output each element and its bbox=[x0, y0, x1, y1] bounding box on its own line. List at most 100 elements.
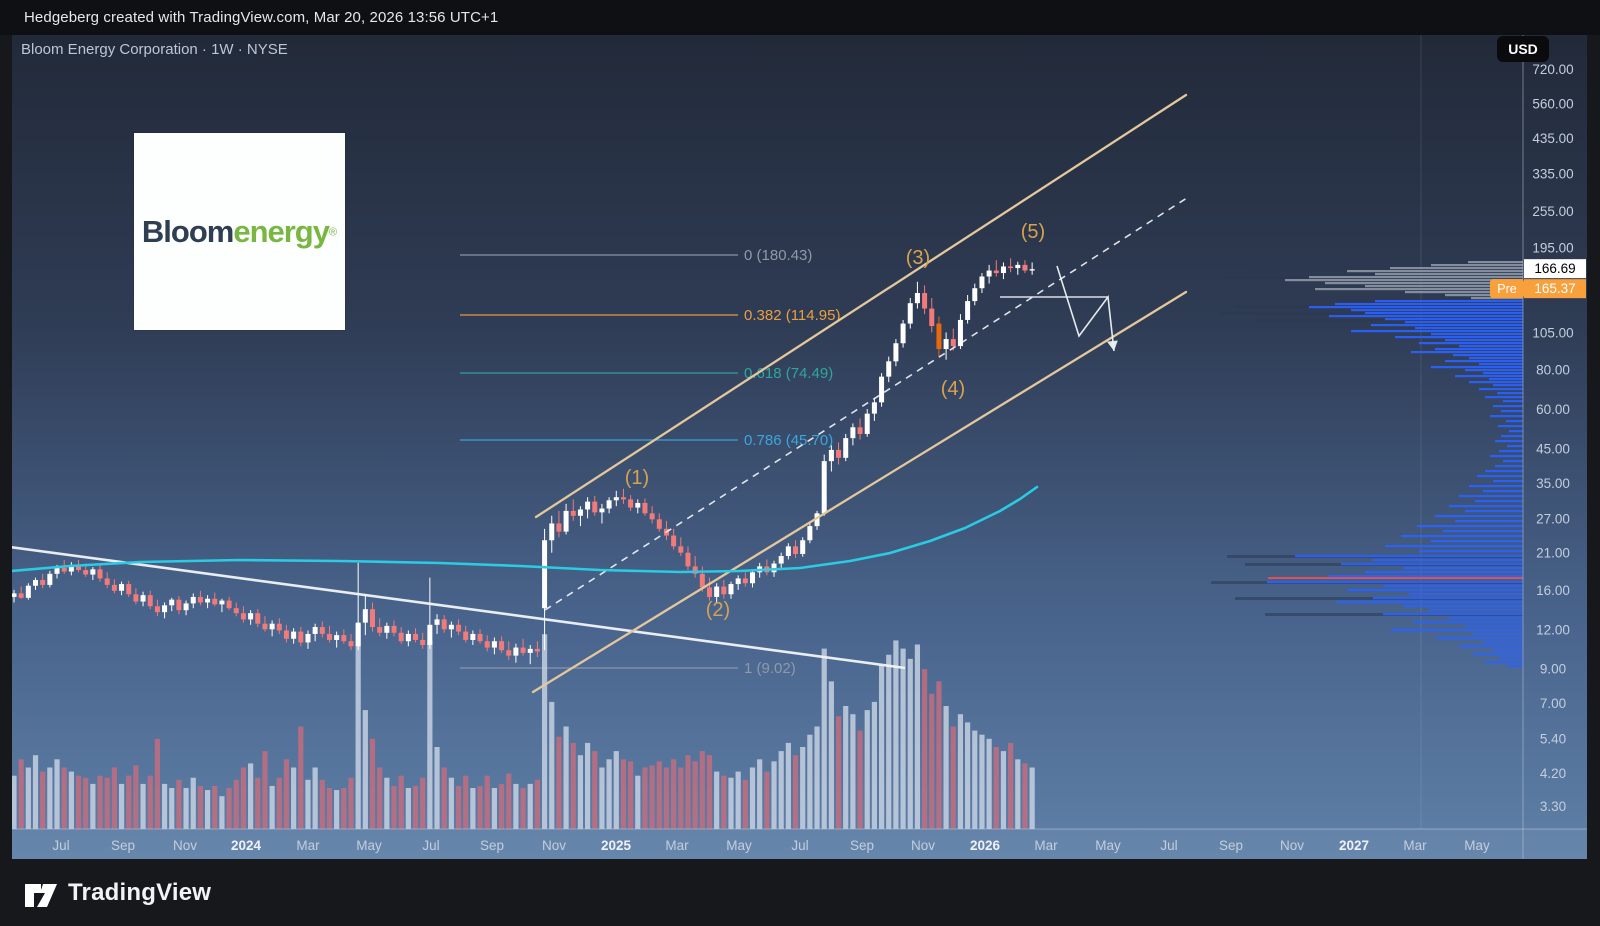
volume-profile-dim-row bbox=[1257, 319, 1523, 322]
candle-body bbox=[420, 639, 426, 645]
time-tick-label[interactable]: Jul bbox=[52, 838, 69, 853]
channel-lower-line[interactable] bbox=[531, 290, 1188, 694]
volume-bar bbox=[455, 785, 462, 829]
volume-bar bbox=[154, 738, 160, 829]
candle-body bbox=[965, 301, 971, 320]
price-tick-label[interactable]: 195.00 bbox=[1532, 241, 1573, 256]
symbol-title: Bloom Energy Corporation · 1W · NYSE bbox=[21, 41, 288, 58]
time-tick-label[interactable]: May bbox=[1095, 838, 1121, 853]
price-tick-label[interactable]: 4.20 bbox=[1540, 766, 1566, 781]
candle-body bbox=[355, 622, 361, 647]
price-tick-label[interactable]: 80.00 bbox=[1536, 363, 1570, 378]
price-tick-label[interactable]: 105.00 bbox=[1532, 325, 1573, 340]
volume-bar bbox=[111, 767, 117, 829]
candle-body bbox=[405, 633, 411, 642]
time-tick-label[interactable]: Sep bbox=[111, 838, 135, 853]
volume-bar bbox=[12, 775, 17, 829]
price-tick-label[interactable]: 560.00 bbox=[1532, 96, 1573, 111]
candle-body bbox=[183, 603, 189, 611]
volume-profile-blue-row bbox=[1495, 440, 1523, 443]
candle-body bbox=[685, 552, 691, 567]
price-tick-label[interactable]: 335.00 bbox=[1532, 167, 1573, 182]
candle-body bbox=[656, 519, 662, 529]
volume-bar bbox=[878, 665, 885, 829]
price-tick-label[interactable]: 60.00 bbox=[1536, 402, 1570, 417]
time-tick-label[interactable]: Nov bbox=[173, 838, 197, 853]
volume-bar bbox=[1022, 763, 1028, 829]
volume-bar bbox=[577, 755, 584, 829]
volume-profile-gray-row bbox=[1431, 264, 1523, 267]
time-tick-label[interactable]: Nov bbox=[911, 838, 935, 853]
downtrend-line[interactable] bbox=[0, 545, 906, 670]
time-tick-label[interactable]: 2027 bbox=[1339, 838, 1369, 853]
candle-body bbox=[25, 585, 31, 598]
time-tick-label[interactable]: Sep bbox=[1219, 838, 1243, 853]
time-tick-label[interactable]: May bbox=[1464, 838, 1490, 853]
currency-toggle-button[interactable]: USD bbox=[1497, 36, 1549, 62]
price-tick-label[interactable]: 45.00 bbox=[1536, 441, 1570, 456]
volume-bar bbox=[498, 783, 505, 829]
volume-bar bbox=[541, 634, 548, 829]
time-tick-label[interactable]: Nov bbox=[542, 838, 566, 853]
time-tick-label[interactable]: May bbox=[356, 838, 382, 853]
price-tick-label[interactable]: 255.00 bbox=[1532, 204, 1573, 219]
time-tick-label[interactable]: Sep bbox=[850, 838, 874, 853]
time-tick-label[interactable]: Nov bbox=[1280, 838, 1304, 853]
candle-body bbox=[986, 270, 992, 277]
volume-profile-blue-row bbox=[1351, 330, 1523, 333]
time-tick-label[interactable]: Mar bbox=[1034, 838, 1058, 853]
candle-body bbox=[111, 584, 117, 591]
price-tick-label[interactable]: 9.00 bbox=[1540, 662, 1566, 677]
volume-bar bbox=[585, 742, 591, 829]
volume-profile-blue-row bbox=[1409, 593, 1523, 596]
channel-upper-line[interactable] bbox=[534, 93, 1188, 519]
price-tick-label[interactable]: 7.00 bbox=[1540, 696, 1566, 711]
candle-body bbox=[190, 596, 196, 604]
volume-bar bbox=[778, 751, 784, 829]
volume-profile-blue-row bbox=[1327, 575, 1523, 578]
pre-market-price-value: 165.37 bbox=[1534, 281, 1575, 296]
volume-bar bbox=[534, 779, 541, 829]
price-tick-label[interactable]: 16.00 bbox=[1536, 583, 1570, 598]
volume-profile-blue-row bbox=[1295, 555, 1523, 558]
volume-profile-gray-row bbox=[1445, 294, 1523, 297]
candle-body bbox=[828, 449, 834, 462]
time-tick-label[interactable]: Jul bbox=[422, 838, 439, 853]
price-tick-label[interactable]: 27.00 bbox=[1536, 511, 1570, 526]
price-tick-label[interactable]: 21.00 bbox=[1536, 546, 1570, 561]
candle-body bbox=[750, 572, 756, 584]
time-tick-label[interactable]: Mar bbox=[1403, 838, 1427, 853]
time-tick-label[interactable]: May bbox=[726, 838, 752, 853]
price-tick-label[interactable]: 3.30 bbox=[1540, 799, 1566, 814]
time-tick-label[interactable]: Jul bbox=[791, 838, 808, 853]
volume-bar bbox=[986, 738, 992, 829]
price-tick-label[interactable]: 435.00 bbox=[1532, 131, 1573, 146]
time-tick-label[interactable]: 2026 bbox=[970, 838, 1001, 853]
volume-bar bbox=[183, 788, 189, 829]
volume-bar bbox=[398, 775, 404, 829]
time-axis-strip[interactable] bbox=[12, 829, 1587, 859]
price-tick-label[interactable]: 720.00 bbox=[1532, 62, 1573, 77]
time-tick-label[interactable]: Mar bbox=[665, 838, 689, 853]
time-tick-label[interactable]: Jul bbox=[1160, 838, 1177, 853]
candle-body bbox=[276, 623, 282, 631]
time-tick-label[interactable]: Mar bbox=[296, 838, 320, 853]
time-tick-label[interactable]: Sep bbox=[480, 838, 504, 853]
candle-body bbox=[262, 623, 268, 630]
fib-level-label: 0.382 (114.95) bbox=[744, 307, 840, 324]
time-tick-label[interactable]: 2024 bbox=[231, 838, 262, 853]
volume-bar bbox=[914, 644, 921, 829]
time-tick-label[interactable]: 2025 bbox=[601, 838, 632, 853]
candle-body bbox=[706, 587, 712, 597]
price-tick-label[interactable]: 35.00 bbox=[1536, 476, 1570, 491]
volume-bar bbox=[828, 681, 834, 829]
candle-body bbox=[635, 502, 641, 508]
volume-profile-blue-row bbox=[1365, 571, 1523, 574]
volume-profile-blue-row bbox=[1469, 357, 1523, 360]
price-tick-label[interactable]: 5.40 bbox=[1540, 732, 1566, 747]
volume-profile-blue-row bbox=[1459, 645, 1523, 648]
volume-bar bbox=[814, 726, 820, 829]
volume-profile-blue-row bbox=[1495, 465, 1523, 468]
volume-profile-blue-row bbox=[1473, 633, 1523, 636]
price-tick-label[interactable]: 12.00 bbox=[1536, 622, 1570, 637]
